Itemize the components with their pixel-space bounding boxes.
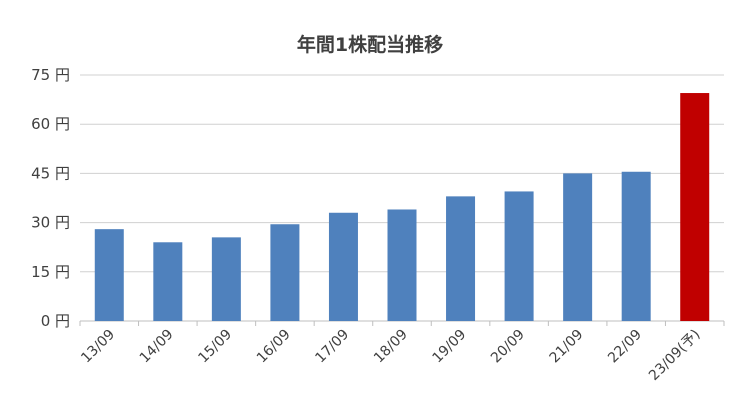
x-tick-label: 22/09	[605, 327, 645, 367]
x-tick-label: 13/09	[78, 327, 118, 367]
bar	[328, 212, 358, 321]
x-tick-label: 15/09	[195, 327, 235, 367]
y-tick-label: 0 円	[41, 312, 70, 330]
y-tick-label: 15 円	[31, 263, 70, 281]
bar	[446, 196, 476, 321]
x-tick-label: 18/09	[371, 327, 411, 367]
bar	[270, 224, 300, 321]
x-tick-label: 19/09	[430, 327, 470, 367]
bar	[153, 242, 183, 321]
bar	[387, 209, 417, 321]
bar	[504, 191, 534, 321]
bar	[563, 173, 593, 321]
bar	[621, 171, 651, 321]
chart-title: 年間1株配当推移	[296, 34, 444, 56]
y-tick-label: 75 円	[31, 66, 70, 84]
x-tick-label: 21/09	[547, 327, 587, 367]
y-tick-label: 45 円	[31, 164, 70, 182]
x-tick-label: 16/09	[254, 327, 294, 367]
bar	[211, 237, 241, 321]
bar	[94, 229, 124, 321]
bar-forecast	[680, 93, 710, 321]
x-tick-label: 23/09(予)	[646, 327, 703, 384]
x-tick-label: 20/09	[488, 327, 528, 367]
x-tick-label: 17/09	[312, 327, 352, 367]
x-tick-label: 14/09	[137, 327, 177, 367]
y-tick-label: 30 円	[31, 214, 70, 232]
y-tick-label: 60 円	[31, 115, 70, 133]
